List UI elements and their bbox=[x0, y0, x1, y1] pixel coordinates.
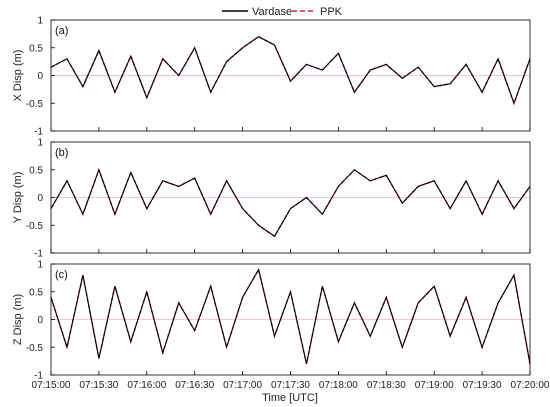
series-line-ppk bbox=[50, 167, 531, 238]
y-tick-label: 0.5 bbox=[29, 165, 43, 176]
x-tick-label: 07:16:00 bbox=[127, 380, 166, 391]
x-tick-label: 07:15:00 bbox=[32, 380, 71, 391]
x-axis-label: Time [UTC] bbox=[262, 392, 318, 404]
y-axis-label: Z Disp (m) bbox=[12, 294, 24, 345]
legend-label-ppk: PPK bbox=[320, 6, 343, 18]
x-tick-label: 07:17:30 bbox=[271, 380, 310, 391]
x-tick-label: 07:19:30 bbox=[463, 380, 502, 391]
x-axis-ticks: 07:15:00 07:15:30 07:16:00 07:16:30 07:17:00… bbox=[32, 380, 550, 391]
legend: Vardase PPK bbox=[222, 6, 343, 18]
y-tick-label: 0 bbox=[37, 193, 43, 204]
y-tick-label: 0.5 bbox=[29, 43, 43, 54]
x-tick-label: 07:17:00 bbox=[223, 380, 262, 391]
legend-label-vardase: Vardase bbox=[252, 6, 292, 18]
y-axis-label: X Disp (m) bbox=[12, 50, 24, 102]
series-line-vardase bbox=[50, 168, 531, 238]
y-tick-label: 0.5 bbox=[29, 287, 43, 298]
x-tick-label: 07:15:30 bbox=[79, 380, 118, 391]
y-axis-label: Y Disp (m) bbox=[12, 172, 24, 224]
x-tick-label: 07:18:30 bbox=[367, 380, 406, 391]
y-tick-label: -1 bbox=[34, 127, 43, 138]
y-tick-label: -0.5 bbox=[26, 343, 44, 354]
y-tick-label: 1 bbox=[37, 16, 43, 27]
panel-tag: (a) bbox=[55, 25, 68, 37]
panels: -1 -0.5 0 0.5 1 (a) X Disp (m) -1 -0.5 0 0.5 1 (b) Y … bbox=[12, 16, 531, 382]
panel-1: -1 -0.5 0 0.5 1 (a) X Disp (m) bbox=[12, 16, 531, 138]
x-tick-label: 07:16:30 bbox=[175, 380, 214, 391]
x-tick-label: 07:19:00 bbox=[415, 380, 454, 391]
x-tick-label: 07:20:00 bbox=[511, 380, 550, 391]
series-line-vardase bbox=[50, 268, 531, 365]
y-tick-label: -0.5 bbox=[26, 99, 44, 110]
y-tick-label: 1 bbox=[37, 260, 43, 271]
y-tick-label: 1 bbox=[37, 138, 43, 149]
panel-3: -1 -0.5 0 0.5 1 (c) Z Disp (m) bbox=[12, 260, 531, 382]
y-tick-label: -1 bbox=[34, 371, 43, 382]
panel-tag: (b) bbox=[55, 147, 68, 159]
y-tick-label: 0 bbox=[37, 315, 43, 326]
y-tick-label: -0.5 bbox=[26, 221, 44, 232]
x-tick-label: 07:18:00 bbox=[319, 380, 358, 391]
series-line-ppk bbox=[50, 35, 531, 106]
series-line-vardase bbox=[50, 36, 531, 105]
panel-2: -1 -0.5 0 0.5 1 (b) Y Disp (m) bbox=[12, 138, 531, 260]
y-tick-label: -1 bbox=[34, 249, 43, 260]
panel-tag: (c) bbox=[55, 269, 68, 281]
y-tick-label: 0 bbox=[37, 71, 43, 82]
